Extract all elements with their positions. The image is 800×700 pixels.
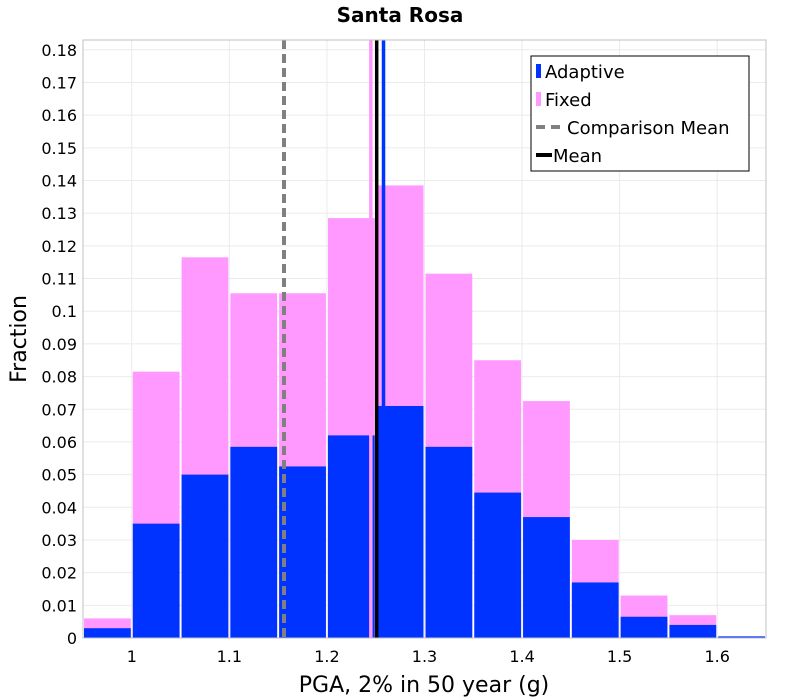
adaptive-bar (425, 446, 473, 638)
x-tick-label: 1.1 (217, 647, 242, 666)
legend-swatch-adaptive (536, 64, 541, 78)
y-tick-label: 0.06 (41, 433, 77, 452)
legend-label-adaptive: Adaptive (545, 62, 625, 83)
y-tick-label: 0.16 (41, 106, 77, 125)
adaptive-bar (84, 628, 131, 638)
x-tick-label: 1 (127, 647, 137, 666)
y-tick-label: 0.05 (41, 466, 77, 485)
x-axis-title: PGA, 2% in 50 year (g) (299, 673, 550, 698)
y-tick-label: 0.07 (41, 400, 77, 419)
x-tick-label: 1.3 (412, 647, 437, 666)
adaptive-bar (620, 616, 668, 638)
legend-label-mean: Mean (553, 146, 602, 167)
y-tick-label: 0.01 (41, 596, 77, 615)
legend-swatch-fixed (536, 92, 541, 106)
adaptive-bar (669, 624, 717, 638)
x-tick-label: 1.5 (607, 647, 632, 666)
adaptive-bar (474, 492, 522, 638)
y-tick-label: 0.1 (52, 302, 77, 321)
legend-label-fixed: Fixed (545, 90, 592, 111)
plot-border (82, 39, 767, 639)
adaptive-bar (327, 435, 375, 638)
y-tick-label: 0.08 (41, 368, 77, 387)
legend-box (530, 55, 750, 172)
adaptive-bar (181, 474, 229, 638)
y-axis-title: Fraction (7, 295, 32, 383)
y-tick-label: 0.13 (41, 204, 77, 223)
x-tick-label: 1.4 (509, 647, 534, 666)
y-tick-label: 0.04 (41, 498, 77, 517)
y-tick-label: 0.09 (41, 335, 77, 354)
chart-title: Santa Rosa (337, 3, 464, 27)
mean-lines (281, 40, 386, 638)
y-tick-label: 0.03 (41, 531, 77, 550)
adaptive-bar (279, 466, 326, 638)
y-tick-label: 0.12 (41, 237, 77, 256)
y-tick-label: 0.02 (41, 564, 77, 583)
y-tick-label: 0.15 (41, 139, 77, 158)
x-axis-ticks: 1 1.1 1.2 1.3 1.4 1.5 1.6 (127, 647, 730, 666)
y-tick-label: 0.11 (41, 270, 77, 289)
y-tick-label: 0.17 (41, 73, 77, 92)
x-tick-label: 1.6 (704, 647, 729, 666)
legend: Adaptive Fixed Comparison Mean Mean (530, 55, 750, 172)
y-tick-label: 0 (67, 629, 77, 648)
y-tick-label: 0.18 (41, 41, 77, 60)
adaptive-bar (718, 636, 765, 638)
adaptive-bar (523, 517, 570, 638)
y-tick-label: 0.14 (41, 172, 77, 191)
adaptive-bar (230, 446, 278, 638)
adaptive-bar (132, 523, 180, 638)
x-tick-label: 1.2 (314, 647, 339, 666)
legend-label-comparison-mean: Comparison Mean (567, 118, 730, 139)
y-axis-ticks: 0 0.01 0.02 0.03 0.04 0.05 0.06 0.07 0.08 0.09 0.1… (41, 41, 77, 648)
adaptive-bar (571, 582, 619, 638)
